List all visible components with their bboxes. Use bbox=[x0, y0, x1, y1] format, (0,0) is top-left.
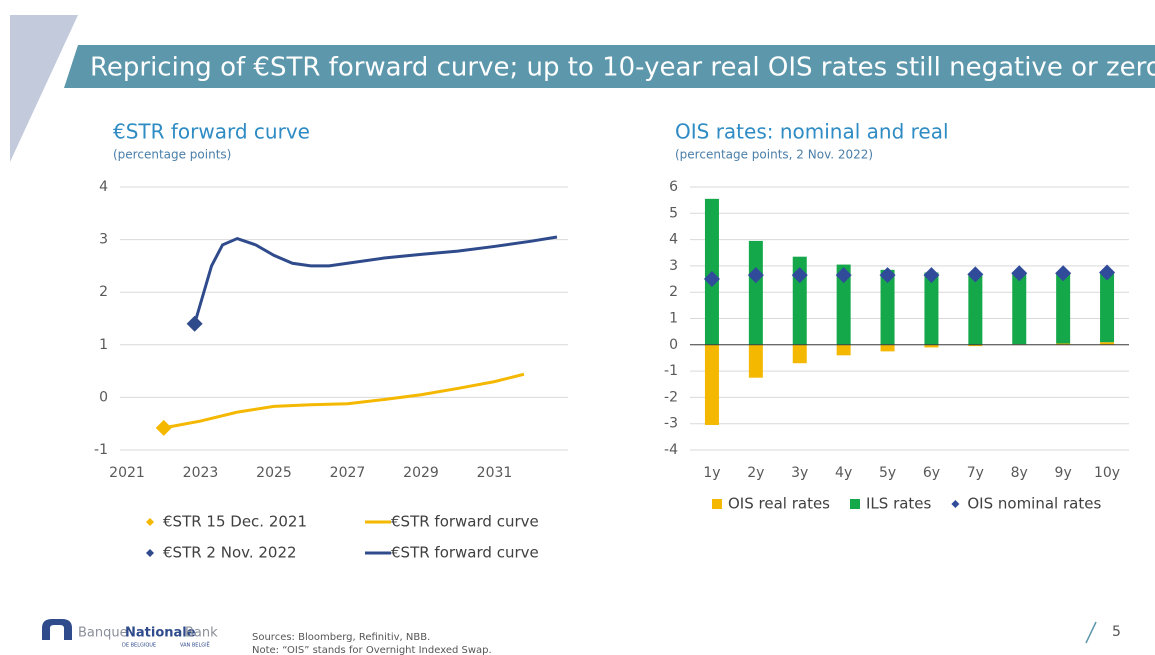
y-tick-label: 6 bbox=[669, 179, 678, 195]
bar bbox=[924, 272, 939, 345]
line bbox=[193, 235, 558, 325]
y-tick-label: 0 bbox=[669, 337, 678, 353]
legend-label: €STR 2 Nov. 2022 bbox=[163, 544, 297, 562]
logo-subtext: VAN BELGIË bbox=[180, 642, 210, 649]
logo-text: Nationale bbox=[125, 626, 196, 641]
page-decoration bbox=[1085, 621, 1097, 644]
point bbox=[835, 267, 852, 284]
y-tick-label: -1 bbox=[664, 363, 678, 379]
x-tick-label: 3y bbox=[791, 465, 808, 481]
y-tick-label: -2 bbox=[664, 389, 678, 405]
sources: Sources: Bloomberg, Refinitiv, NBB. bbox=[252, 632, 430, 643]
logo-subtext: DE BELGIQUE bbox=[122, 643, 156, 649]
slide-title: Repricing of €STR forward curve; up to 1… bbox=[90, 53, 1155, 83]
point bbox=[879, 267, 896, 284]
bar bbox=[836, 344, 851, 356]
y-tick-label: 4 bbox=[669, 232, 678, 248]
y-tick-label: 1 bbox=[669, 311, 678, 327]
bar bbox=[880, 344, 895, 352]
bar bbox=[924, 344, 939, 348]
y-tick-label: -4 bbox=[664, 442, 678, 458]
legend-marker bbox=[951, 500, 960, 508]
legend-label: €STR 15 Dec. 2021 bbox=[163, 513, 307, 531]
y-tick-label: 3 bbox=[669, 258, 678, 274]
legend-marker bbox=[850, 499, 860, 509]
x-tick-label: 2021 bbox=[109, 465, 145, 481]
legend-label: OIS real rates bbox=[728, 495, 830, 513]
chart-subtitle: (percentage points, 2 Nov. 2022) bbox=[675, 148, 873, 162]
legend-marker bbox=[712, 499, 722, 509]
bar bbox=[748, 240, 763, 345]
point bbox=[967, 266, 984, 283]
bar bbox=[1056, 273, 1071, 344]
legend-label: ILS rates bbox=[866, 495, 932, 513]
y-tick-label: -1 bbox=[94, 442, 108, 458]
x-tick-label: 2031 bbox=[477, 465, 513, 481]
bar bbox=[1056, 343, 1071, 345]
y-tick-label: 4 bbox=[99, 179, 108, 195]
x-tick-label: 7y bbox=[967, 465, 984, 481]
point bbox=[747, 267, 764, 284]
bar bbox=[1100, 342, 1115, 345]
x-tick-label: 1y bbox=[703, 465, 720, 481]
legend-label: OIS nominal rates bbox=[967, 495, 1101, 513]
legend-label: €STR forward curve bbox=[391, 544, 539, 562]
title-banner bbox=[64, 45, 1155, 88]
y-tick-label: 2 bbox=[99, 284, 108, 300]
x-tick-label: 2025 bbox=[256, 465, 292, 481]
logo-icon bbox=[42, 619, 72, 640]
chart-title: OIS rates: nominal and real bbox=[675, 120, 949, 144]
x-tick-label: 6y bbox=[923, 465, 940, 481]
legend-marker bbox=[146, 549, 154, 557]
x-tick-label: 8y bbox=[1011, 465, 1028, 481]
line bbox=[163, 372, 525, 430]
point bbox=[1055, 265, 1072, 282]
bar bbox=[968, 273, 983, 345]
bar bbox=[704, 344, 719, 426]
logo-text: Bank bbox=[185, 626, 218, 641]
y-tick-label: 2 bbox=[669, 284, 678, 300]
x-tick-label: 2029 bbox=[403, 465, 439, 481]
note: Note: “OIS” stands for Overnight Indexed… bbox=[252, 645, 492, 655]
corner-decoration bbox=[10, 15, 78, 162]
y-tick-label: 5 bbox=[669, 205, 678, 221]
page-number: 5 bbox=[1112, 624, 1121, 640]
logo-text: Banque bbox=[78, 626, 128, 641]
bar bbox=[968, 344, 983, 347]
x-tick-label: 2027 bbox=[330, 465, 366, 481]
point bbox=[703, 271, 720, 288]
x-tick-label: 5y bbox=[879, 465, 896, 481]
bar bbox=[792, 344, 807, 364]
y-tick-label: 3 bbox=[99, 232, 108, 248]
bar bbox=[748, 344, 763, 378]
x-tick-label: 4y bbox=[835, 465, 852, 481]
y-tick-label: 1 bbox=[99, 337, 108, 353]
point bbox=[923, 267, 940, 284]
chart-subtitle: (percentage points) bbox=[113, 148, 231, 162]
chart-title: €STR forward curve bbox=[113, 120, 310, 144]
y-tick-label: 0 bbox=[99, 389, 108, 405]
x-tick-label: 10y bbox=[1094, 465, 1120, 481]
bar bbox=[1012, 273, 1027, 345]
point bbox=[1099, 264, 1116, 281]
point bbox=[186, 315, 203, 332]
x-tick-label: 2y bbox=[747, 465, 764, 481]
bar bbox=[836, 264, 851, 345]
x-tick-label: 2023 bbox=[183, 465, 219, 481]
point bbox=[1011, 265, 1028, 282]
bar bbox=[880, 269, 895, 345]
bar bbox=[1100, 272, 1115, 343]
point bbox=[155, 419, 172, 436]
legend-marker bbox=[146, 518, 154, 526]
y-tick-label: -3 bbox=[664, 416, 678, 432]
legend-label: €STR forward curve bbox=[391, 513, 539, 531]
x-tick-label: 9y bbox=[1055, 465, 1072, 481]
point bbox=[791, 267, 808, 284]
